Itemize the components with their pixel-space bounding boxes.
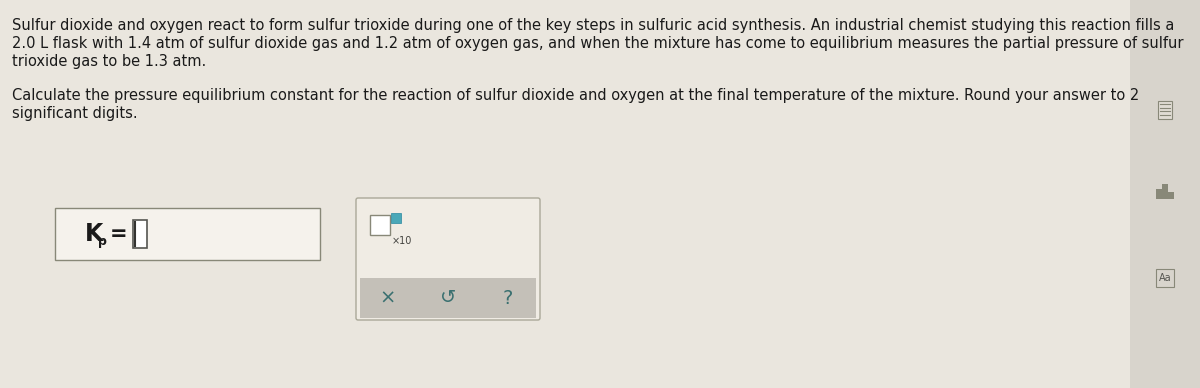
Bar bbox=[1130, 0, 1200, 388]
Text: p: p bbox=[98, 236, 107, 248]
Text: Sulfur dioxide and oxygen react to form sulfur trioxide during one of the key st: Sulfur dioxide and oxygen react to form … bbox=[12, 18, 1175, 33]
Text: significant digits.: significant digits. bbox=[12, 106, 138, 121]
Bar bbox=[1168, 192, 1174, 199]
Bar bbox=[55, 208, 320, 260]
Text: trioxide gas to be 1.3 atm.: trioxide gas to be 1.3 atm. bbox=[12, 54, 206, 69]
Bar bbox=[1156, 269, 1174, 287]
Text: ×: × bbox=[380, 289, 396, 308]
Text: ?: ? bbox=[503, 289, 514, 308]
Text: ↺: ↺ bbox=[440, 289, 456, 308]
Text: K: K bbox=[85, 222, 103, 246]
Text: Calculate the pressure equilibrium constant for the reaction of sulfur dioxide a: Calculate the pressure equilibrium const… bbox=[12, 88, 1139, 103]
Bar bbox=[370, 215, 390, 235]
Bar bbox=[133, 220, 148, 248]
Bar bbox=[1162, 184, 1168, 199]
Bar bbox=[1158, 101, 1172, 119]
Circle shape bbox=[1142, 171, 1187, 215]
Bar bbox=[360, 278, 536, 318]
Bar bbox=[391, 213, 401, 223]
Text: ×10: ×10 bbox=[392, 236, 413, 246]
Text: 2.0 L flask with 1.4 atm of sulfur dioxide gas and 1.2 atm of oxygen gas, and wh: 2.0 L flask with 1.4 atm of sulfur dioxi… bbox=[12, 36, 1183, 51]
Bar bbox=[1156, 189, 1162, 199]
Circle shape bbox=[1142, 88, 1187, 132]
FancyBboxPatch shape bbox=[356, 198, 540, 320]
Circle shape bbox=[1142, 256, 1187, 300]
Text: =: = bbox=[110, 224, 127, 244]
Text: Aa: Aa bbox=[1159, 273, 1171, 283]
